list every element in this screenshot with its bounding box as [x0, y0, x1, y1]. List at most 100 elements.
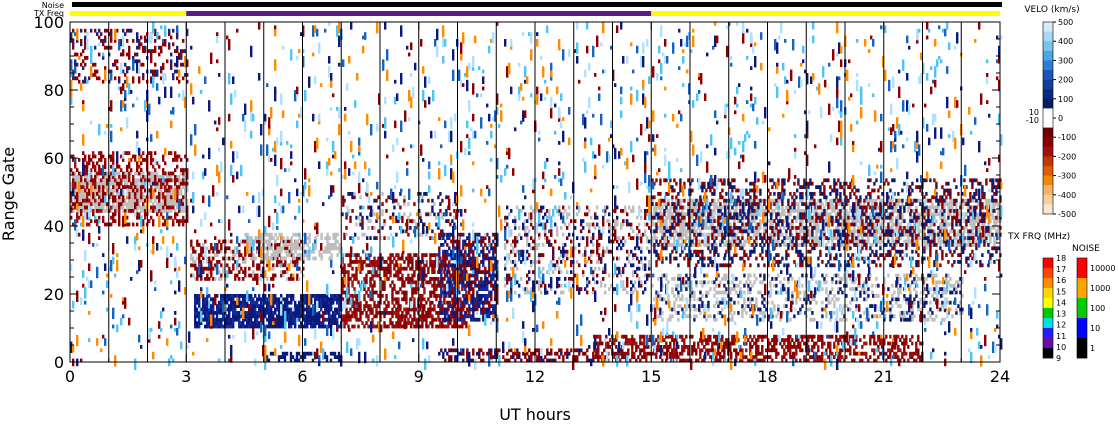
data-cell — [288, 300, 291, 305]
data-cell — [100, 171, 103, 176]
data-cell — [150, 181, 153, 186]
data-cell — [693, 243, 696, 247]
data-cell — [381, 212, 384, 217]
data-cell — [681, 232, 684, 237]
data-cell — [801, 198, 804, 203]
data-cell — [679, 243, 682, 247]
data-cell — [72, 205, 75, 210]
data-cell — [351, 266, 354, 271]
data-cell — [90, 168, 93, 172]
data-cell — [439, 307, 442, 312]
data-cell — [560, 215, 563, 220]
data-cell — [154, 178, 157, 183]
data-cell — [745, 226, 748, 230]
data-cell — [226, 321, 229, 325]
data-cell — [170, 175, 173, 179]
data-cell — [494, 307, 497, 312]
data-cell — [98, 178, 101, 183]
data-cell — [771, 222, 774, 227]
data-cell — [598, 243, 601, 247]
data-cell — [84, 168, 87, 172]
data-cell — [318, 324, 321, 329]
data-cell — [184, 181, 187, 186]
data-cell — [492, 266, 495, 271]
data-cell — [302, 300, 305, 305]
data-cell — [326, 243, 329, 247]
data-cell — [582, 226, 585, 230]
data-cell — [653, 222, 656, 227]
data-cell — [460, 311, 463, 315]
data-cell — [150, 188, 153, 193]
data-cell — [528, 243, 531, 247]
data-cell — [176, 205, 179, 210]
data-cell — [592, 249, 595, 254]
data-cell — [552, 270, 555, 274]
data-cell — [322, 321, 325, 325]
data-cell — [341, 212, 344, 217]
data-cell — [314, 300, 317, 305]
data-cell — [472, 317, 475, 322]
data-cell — [440, 311, 443, 315]
data-cell — [397, 273, 400, 278]
data-cell — [328, 243, 331, 247]
data-cell — [510, 229, 513, 234]
data-cell — [282, 239, 285, 244]
data-cell — [272, 253, 275, 257]
data-cell — [371, 277, 374, 281]
data-cell — [795, 209, 798, 213]
data-cell — [130, 209, 133, 213]
data-cell — [355, 270, 358, 274]
data-cell — [421, 253, 424, 257]
data-cell — [464, 256, 467, 261]
data-cell — [328, 249, 331, 254]
data-cell — [347, 324, 350, 329]
data-cell — [751, 219, 754, 223]
data-cell — [220, 311, 223, 315]
data-cell — [361, 263, 364, 268]
data-cell — [70, 188, 73, 193]
data-cell — [256, 311, 259, 315]
data-cell — [427, 324, 430, 329]
data-cell — [811, 236, 814, 240]
data-cell — [106, 202, 109, 206]
data-cell — [648, 239, 651, 244]
data-cell — [429, 280, 432, 285]
data-cell — [381, 287, 384, 291]
data-cell — [753, 232, 756, 237]
data-cell — [94, 154, 97, 159]
data-cell — [126, 202, 129, 206]
data-cell — [192, 273, 195, 278]
data-cell — [262, 311, 265, 315]
data-cell — [427, 266, 430, 271]
data-cell — [318, 300, 321, 305]
data-cell — [542, 243, 545, 247]
data-cell — [156, 73, 159, 77]
data-cell — [438, 304, 441, 308]
data-cell — [286, 266, 289, 271]
data-cell — [679, 236, 682, 240]
data-cell — [104, 158, 107, 162]
data-cell — [663, 243, 666, 247]
data-cell — [88, 154, 91, 159]
data-cell — [518, 226, 521, 230]
data-cell — [510, 232, 513, 237]
data-cell — [598, 246, 601, 251]
data-cell — [411, 280, 414, 285]
data-cell — [484, 256, 487, 261]
data-cell — [457, 324, 460, 329]
data-cell — [172, 195, 175, 200]
data-cell — [186, 188, 189, 193]
data-cell — [130, 185, 133, 189]
data-cell — [278, 311, 281, 315]
data-cell — [443, 270, 446, 274]
data-cell — [88, 192, 91, 196]
data-cell — [646, 222, 649, 227]
data-cell — [345, 300, 348, 305]
data-cell — [482, 253, 485, 257]
data-cell — [351, 195, 354, 200]
data-cell — [142, 222, 145, 227]
data-cell — [520, 260, 523, 264]
data-cell — [132, 195, 135, 200]
data-cell — [116, 185, 119, 189]
data-cell — [777, 202, 780, 206]
